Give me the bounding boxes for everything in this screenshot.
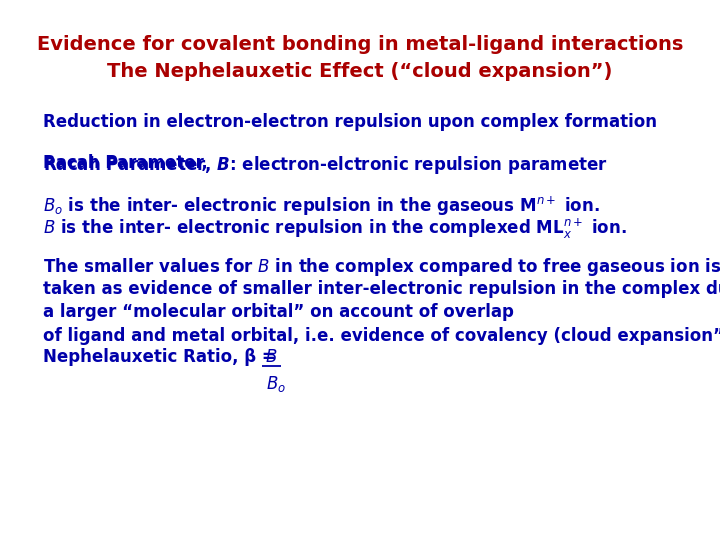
Text: Reduction in electron-electron repulsion upon complex formation: Reduction in electron-electron repulsion… <box>43 113 657 131</box>
Text: a larger “molecular orbital” on account of overlap: a larger “molecular orbital” on account … <box>43 303 514 321</box>
Text: The Nephelauxetic Effect (“cloud expansion”): The Nephelauxetic Effect (“cloud expansi… <box>107 62 613 81</box>
Text: Racah Parameter,: Racah Parameter, <box>43 154 214 172</box>
Text: Nephelauxetic Ratio, β =: Nephelauxetic Ratio, β = <box>43 348 282 366</box>
Text: taken as evidence of smaller inter-electronic repulsion in the complex due to: taken as evidence of smaller inter-elect… <box>43 280 720 298</box>
Text: $\it{B}$: $\it{B}$ <box>265 348 277 366</box>
Text: Racah Parameter, $\bfit{B}$: electron-elctronic repulsion parameter: Racah Parameter, $\bfit{B}$: electron-el… <box>43 154 608 176</box>
Text: $\it{B}_o$ is the inter- electronic repulsion in the gaseous M$^{n+}$ ion.: $\it{B}_o$ is the inter- electronic repu… <box>43 194 600 218</box>
Text: Evidence for covalent bonding in metal-ligand interactions: Evidence for covalent bonding in metal-l… <box>37 35 683 54</box>
Text: of ligand and metal orbital, i.e. evidence of covalency (cloud expansion”).: of ligand and metal orbital, i.e. eviden… <box>43 327 720 345</box>
Text: $\it{B}_o$: $\it{B}_o$ <box>266 374 287 394</box>
Text: $\it{B}$ is the inter- electronic repulsion in the complexed ML$_x^{n+}$ ion.: $\it{B}$ is the inter- electronic repuls… <box>43 217 627 241</box>
Text: The smaller values for $\it{B}$ in the complex compared to free gaseous ion is: The smaller values for $\it{B}$ in the c… <box>43 256 720 278</box>
